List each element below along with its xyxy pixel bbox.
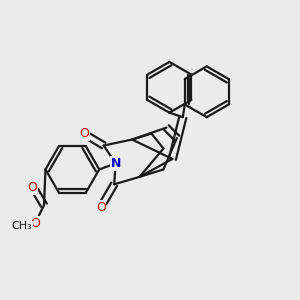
Text: O: O — [80, 127, 89, 140]
Text: N: N — [110, 157, 121, 170]
Text: CH₃: CH₃ — [11, 221, 32, 231]
Text: O: O — [27, 181, 37, 194]
Text: O: O — [30, 217, 40, 230]
Text: O: O — [96, 201, 106, 214]
